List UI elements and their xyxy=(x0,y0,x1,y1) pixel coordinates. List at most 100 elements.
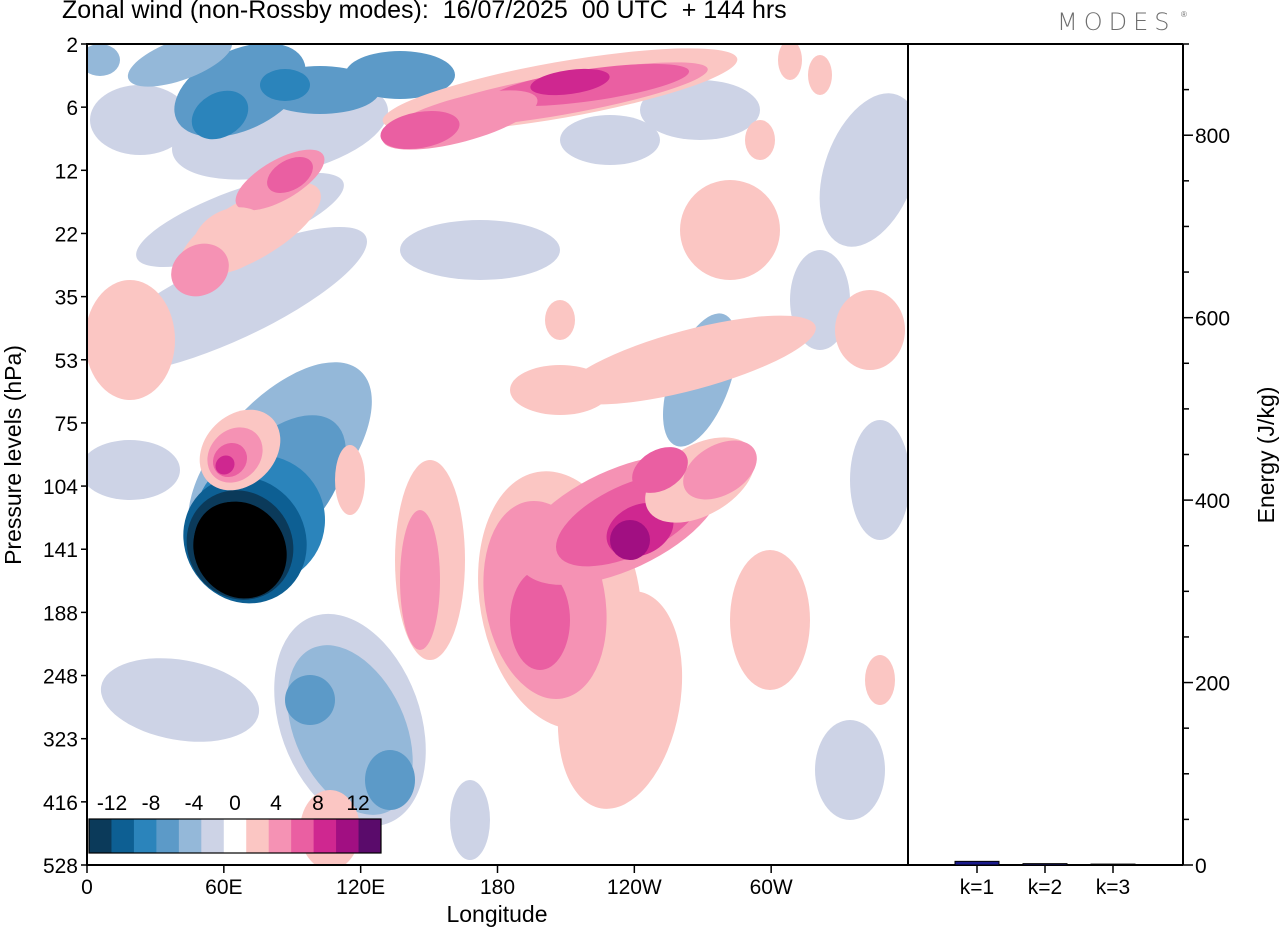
contour-blob xyxy=(267,156,313,194)
contour-blob xyxy=(127,44,233,87)
contour-blob xyxy=(87,440,180,500)
contour-blob xyxy=(345,51,455,99)
colorbar-label: 8 xyxy=(312,792,324,815)
y-tick-label: 104 xyxy=(43,476,78,499)
y-axis: 2 6 12 22 35 53 75 104 141 188 248 323 416 528 Pressur… xyxy=(0,34,87,878)
contour-blob xyxy=(87,280,175,400)
energy-tick-label: 200 xyxy=(1195,673,1230,696)
colorbar: -12 -8 -4 0 4 8 12 xyxy=(88,792,382,854)
contour-blob xyxy=(545,300,575,340)
x-tick-label: 120W xyxy=(607,876,662,899)
colorbar-label: 4 xyxy=(270,792,282,815)
y-tick-label: 141 xyxy=(43,539,78,562)
contour-blob xyxy=(380,110,460,150)
contour-blob xyxy=(815,720,885,820)
colorbar-label: 0 xyxy=(229,792,241,815)
contour-blob xyxy=(865,655,895,705)
contour-blob xyxy=(819,93,908,247)
x-tick-label: 0 xyxy=(81,876,93,899)
contour-blob xyxy=(400,220,560,280)
contour-blob xyxy=(632,447,688,493)
y-tick-label: 2 xyxy=(66,34,78,57)
contour-blob xyxy=(640,80,760,140)
y-tick-label: 75 xyxy=(55,413,78,436)
contour-blob xyxy=(260,69,310,101)
brand-logo: MODES xyxy=(1057,8,1176,36)
contour-blob xyxy=(510,570,570,670)
contour-blob xyxy=(90,85,190,155)
y-axis-title: Pressure levels (hPa) xyxy=(0,345,26,565)
contour-blob xyxy=(745,120,775,160)
y-tick-label: 528 xyxy=(43,855,78,878)
contour-blob xyxy=(610,520,650,560)
energy-category-label: k=3 xyxy=(1096,876,1130,899)
colorbar-label: 12 xyxy=(346,792,369,815)
x-tick-label: 60W xyxy=(750,876,793,899)
brand-registered-mark: ® xyxy=(1181,10,1187,19)
energy-category-label: k=2 xyxy=(1028,876,1062,899)
colorbar-swatch xyxy=(133,819,157,853)
contour-field xyxy=(87,44,908,865)
y-tick-label: 22 xyxy=(55,223,78,246)
colorbar-swatch xyxy=(268,819,292,853)
colorbar-swatch xyxy=(89,819,112,853)
chart-title: Zonal wind (non-Rossby modes): 16/07/202… xyxy=(62,0,787,24)
colorbar-swatch xyxy=(291,819,315,853)
colorbar-label: -12 xyxy=(97,792,127,815)
contour-blob xyxy=(683,440,757,500)
y-tick-label: 416 xyxy=(43,792,78,815)
y-tick-label: 12 xyxy=(55,160,78,183)
colorbar-swatch xyxy=(223,819,247,853)
contour-blob xyxy=(335,445,365,515)
contour-blob xyxy=(835,290,905,370)
contour-blob xyxy=(850,420,908,540)
x-tick-label: 60E xyxy=(205,876,242,899)
contour-blob xyxy=(808,55,832,95)
x-axis-title: Longitude xyxy=(446,901,547,927)
colorbar-swatch xyxy=(201,819,225,853)
energy-bar xyxy=(1090,863,1136,866)
energy-tick-label: 0 xyxy=(1195,855,1207,878)
contour-blob xyxy=(285,675,335,725)
contour-blob xyxy=(193,501,277,589)
contour-blob xyxy=(100,658,260,742)
colorbar-label: -8 xyxy=(142,792,161,815)
y-tick-label: 188 xyxy=(43,602,78,625)
colorbar-swatch xyxy=(156,819,180,853)
contour-blob xyxy=(191,90,249,140)
contour-blob xyxy=(530,68,610,96)
y-tick-label: 248 xyxy=(43,666,78,689)
contour-blob xyxy=(778,44,802,80)
colorbar-swatch xyxy=(246,819,270,853)
contour-blob xyxy=(365,750,415,810)
contour-blob xyxy=(560,115,660,165)
colorbar-swatch xyxy=(178,819,202,853)
y-tick-label: 35 xyxy=(55,287,78,310)
contour-blob xyxy=(450,780,490,860)
energy-bar xyxy=(954,860,1000,866)
y-tick-label: 6 xyxy=(66,97,78,120)
colorbar-swatch xyxy=(111,819,135,853)
y-tick-label: 323 xyxy=(43,729,78,752)
energy-tick-label: 800 xyxy=(1195,125,1230,148)
colorbar-swatch xyxy=(336,819,360,853)
x-tick-label: 120E xyxy=(336,876,385,899)
energy-tick-label: 600 xyxy=(1195,308,1230,331)
contour-blob xyxy=(87,44,120,76)
y-tick-label: 53 xyxy=(55,350,78,373)
contour-blob xyxy=(730,550,810,690)
contour-blob xyxy=(215,455,235,475)
contour-blob xyxy=(564,315,816,405)
contour-blob xyxy=(171,243,229,297)
colorbar-label: -4 xyxy=(185,792,204,815)
energy-tick-label: 400 xyxy=(1195,490,1230,513)
contour-blob xyxy=(400,510,440,650)
colorbar-swatch xyxy=(313,819,337,853)
colorbar-swatch xyxy=(358,819,382,853)
energy-bar xyxy=(1022,863,1068,866)
contour-blob xyxy=(680,180,780,280)
energy-axis-title: Energy (J/kg) xyxy=(1253,387,1279,524)
energy-panel: 0 200 400 600 800 Energy (J/kg) k=1 k=2 k=3 xyxy=(954,43,1279,899)
x-axis: 0 60E 120E 180 120W 60W Longitude xyxy=(81,865,793,927)
